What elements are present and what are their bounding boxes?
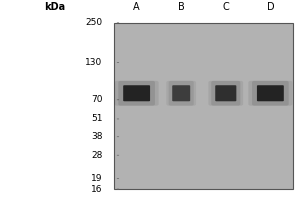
Text: C: C xyxy=(222,2,229,12)
FancyBboxPatch shape xyxy=(114,23,293,189)
FancyBboxPatch shape xyxy=(115,81,159,106)
FancyBboxPatch shape xyxy=(169,81,194,106)
Text: 38: 38 xyxy=(91,132,102,141)
Text: 51: 51 xyxy=(91,114,102,123)
FancyBboxPatch shape xyxy=(248,81,292,106)
Text: kDa: kDa xyxy=(44,2,65,12)
FancyBboxPatch shape xyxy=(118,81,155,106)
Text: 19: 19 xyxy=(91,174,102,183)
FancyBboxPatch shape xyxy=(123,85,150,101)
FancyBboxPatch shape xyxy=(252,81,289,106)
FancyBboxPatch shape xyxy=(166,81,196,106)
Text: 70: 70 xyxy=(91,95,102,104)
Text: A: A xyxy=(133,2,140,12)
FancyBboxPatch shape xyxy=(208,81,243,106)
FancyBboxPatch shape xyxy=(257,85,284,101)
Text: B: B xyxy=(178,2,184,12)
FancyBboxPatch shape xyxy=(172,85,190,101)
Text: D: D xyxy=(267,2,274,12)
FancyBboxPatch shape xyxy=(215,85,236,101)
Text: 130: 130 xyxy=(85,58,102,67)
Text: 16: 16 xyxy=(91,185,102,194)
FancyBboxPatch shape xyxy=(211,81,240,106)
Text: 28: 28 xyxy=(91,151,102,160)
Text: 250: 250 xyxy=(85,18,102,27)
